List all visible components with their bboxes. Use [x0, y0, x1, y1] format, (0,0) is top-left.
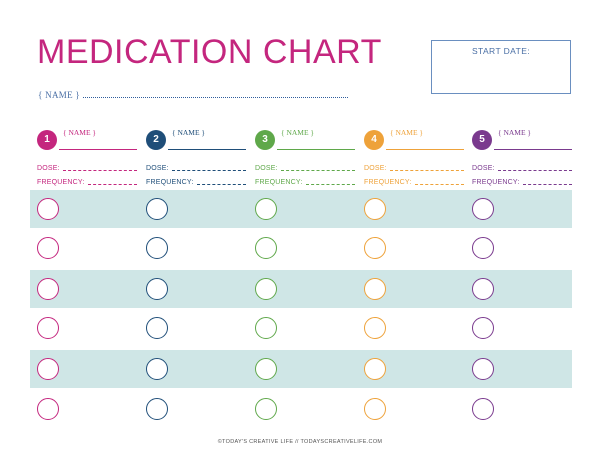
dose-checkbox[interactable] [255, 278, 277, 300]
medication-name-label: { NAME } [498, 128, 532, 137]
dose-checkbox[interactable] [364, 198, 386, 220]
frequency-line[interactable] [87, 184, 137, 185]
dose-checkbox[interactable] [146, 278, 168, 300]
frequency-label: FREQUENCY: [255, 179, 303, 186]
medication-column-2: 2 { NAME } DOSE: FREQUENCY: [146, 128, 246, 186]
frequency-line[interactable] [305, 184, 355, 185]
frequency-line[interactable] [522, 184, 572, 185]
medication-name-line[interactable] [494, 149, 572, 150]
start-date-box[interactable]: START DATE: [431, 40, 571, 94]
dose-checkbox[interactable] [472, 278, 494, 300]
medication-name-label: { NAME } [390, 128, 424, 137]
dose-line[interactable] [62, 170, 137, 171]
medication-number-badge: 2 [146, 130, 166, 150]
frequency-field[interactable]: FREQUENCY: [37, 172, 137, 186]
dose-field[interactable]: DOSE: [472, 158, 572, 172]
medication-number-badge: 5 [472, 130, 492, 150]
patient-name-line[interactable] [83, 97, 348, 98]
dose-checkbox[interactable] [472, 237, 494, 259]
dose-checkbox[interactable] [37, 278, 59, 300]
frequency-label: FREQUENCY: [37, 179, 85, 186]
dose-field[interactable]: DOSE: [146, 158, 246, 172]
frequency-label: FREQUENCY: [364, 179, 412, 186]
dose-checkbox[interactable] [37, 198, 59, 220]
patient-name-row: { NAME } [38, 86, 348, 100]
dose-line[interactable] [280, 170, 355, 171]
dose-line[interactable] [389, 170, 464, 171]
dose-checkbox[interactable] [255, 398, 277, 420]
dose-checkbox[interactable] [146, 237, 168, 259]
frequency-label: FREQUENCY: [146, 179, 194, 186]
dose-checkbox[interactable] [37, 317, 59, 339]
medication-column-3: 3 { NAME } DOSE: FREQUENCY: [255, 128, 355, 186]
page-title: MEDICATION CHART [37, 33, 382, 71]
dose-label: DOSE: [255, 165, 278, 172]
dose-checkbox[interactable] [37, 398, 59, 420]
frequency-label: FREQUENCY: [472, 179, 520, 186]
dose-field[interactable]: DOSE: [364, 158, 464, 172]
dose-checkbox[interactable] [255, 317, 277, 339]
dose-checkbox[interactable] [472, 358, 494, 380]
dose-checkbox[interactable] [146, 398, 168, 420]
dose-checkbox[interactable] [255, 198, 277, 220]
frequency-field[interactable]: FREQUENCY: [472, 172, 572, 186]
frequency-field[interactable]: FREQUENCY: [364, 172, 464, 186]
footer-credit: ©TODAY'S CREATIVE LIFE // TODAYSCREATIVE… [217, 439, 383, 445]
dose-label: DOSE: [146, 165, 169, 172]
dose-checkbox[interactable] [146, 198, 168, 220]
dose-label: DOSE: [472, 165, 495, 172]
medication-name-line[interactable] [168, 149, 246, 150]
dose-checkbox[interactable] [472, 398, 494, 420]
medication-number-badge: 4 [364, 130, 384, 150]
medication-name-line[interactable] [277, 149, 355, 150]
start-date-label: START DATE: [471, 46, 531, 56]
dose-checkbox[interactable] [364, 278, 386, 300]
dose-field[interactable]: DOSE: [37, 158, 137, 172]
dose-checkbox[interactable] [146, 317, 168, 339]
dose-label: DOSE: [364, 165, 387, 172]
medication-column-1: 1 { NAME } DOSE: FREQUENCY: [37, 128, 137, 186]
frequency-field[interactable]: FREQUENCY: [146, 172, 246, 186]
patient-name-label: { NAME } [38, 90, 81, 100]
medication-name-label: { NAME } [63, 128, 97, 137]
dose-checkbox[interactable] [364, 317, 386, 339]
frequency-field[interactable]: FREQUENCY: [255, 172, 355, 186]
medication-name-label: { NAME } [281, 128, 315, 137]
dose-checkbox[interactable] [146, 358, 168, 380]
dose-checkbox[interactable] [364, 398, 386, 420]
medication-column-4: 4 { NAME } DOSE: FREQUENCY: [364, 128, 464, 186]
dose-checkbox[interactable] [472, 198, 494, 220]
dose-label: DOSE: [37, 165, 60, 172]
dose-checkbox[interactable] [255, 237, 277, 259]
dose-checkbox[interactable] [364, 358, 386, 380]
medication-name-label: { NAME } [172, 128, 206, 137]
frequency-line[interactable] [414, 184, 464, 185]
medication-number-badge: 1 [37, 130, 57, 150]
dose-checkbox[interactable] [37, 358, 59, 380]
dose-line[interactable] [497, 170, 572, 171]
dose-field[interactable]: DOSE: [255, 158, 355, 172]
medication-number-badge: 3 [255, 130, 275, 150]
frequency-line[interactable] [196, 184, 246, 185]
medication-name-line[interactable] [59, 149, 137, 150]
medication-name-line[interactable] [386, 149, 464, 150]
dose-checkbox[interactable] [364, 237, 386, 259]
dose-checkbox[interactable] [472, 317, 494, 339]
medication-column-5: 5 { NAME } DOSE: FREQUENCY: [472, 128, 572, 186]
dose-checkbox[interactable] [37, 237, 59, 259]
dose-line[interactable] [171, 170, 246, 171]
dose-checkbox[interactable] [255, 358, 277, 380]
